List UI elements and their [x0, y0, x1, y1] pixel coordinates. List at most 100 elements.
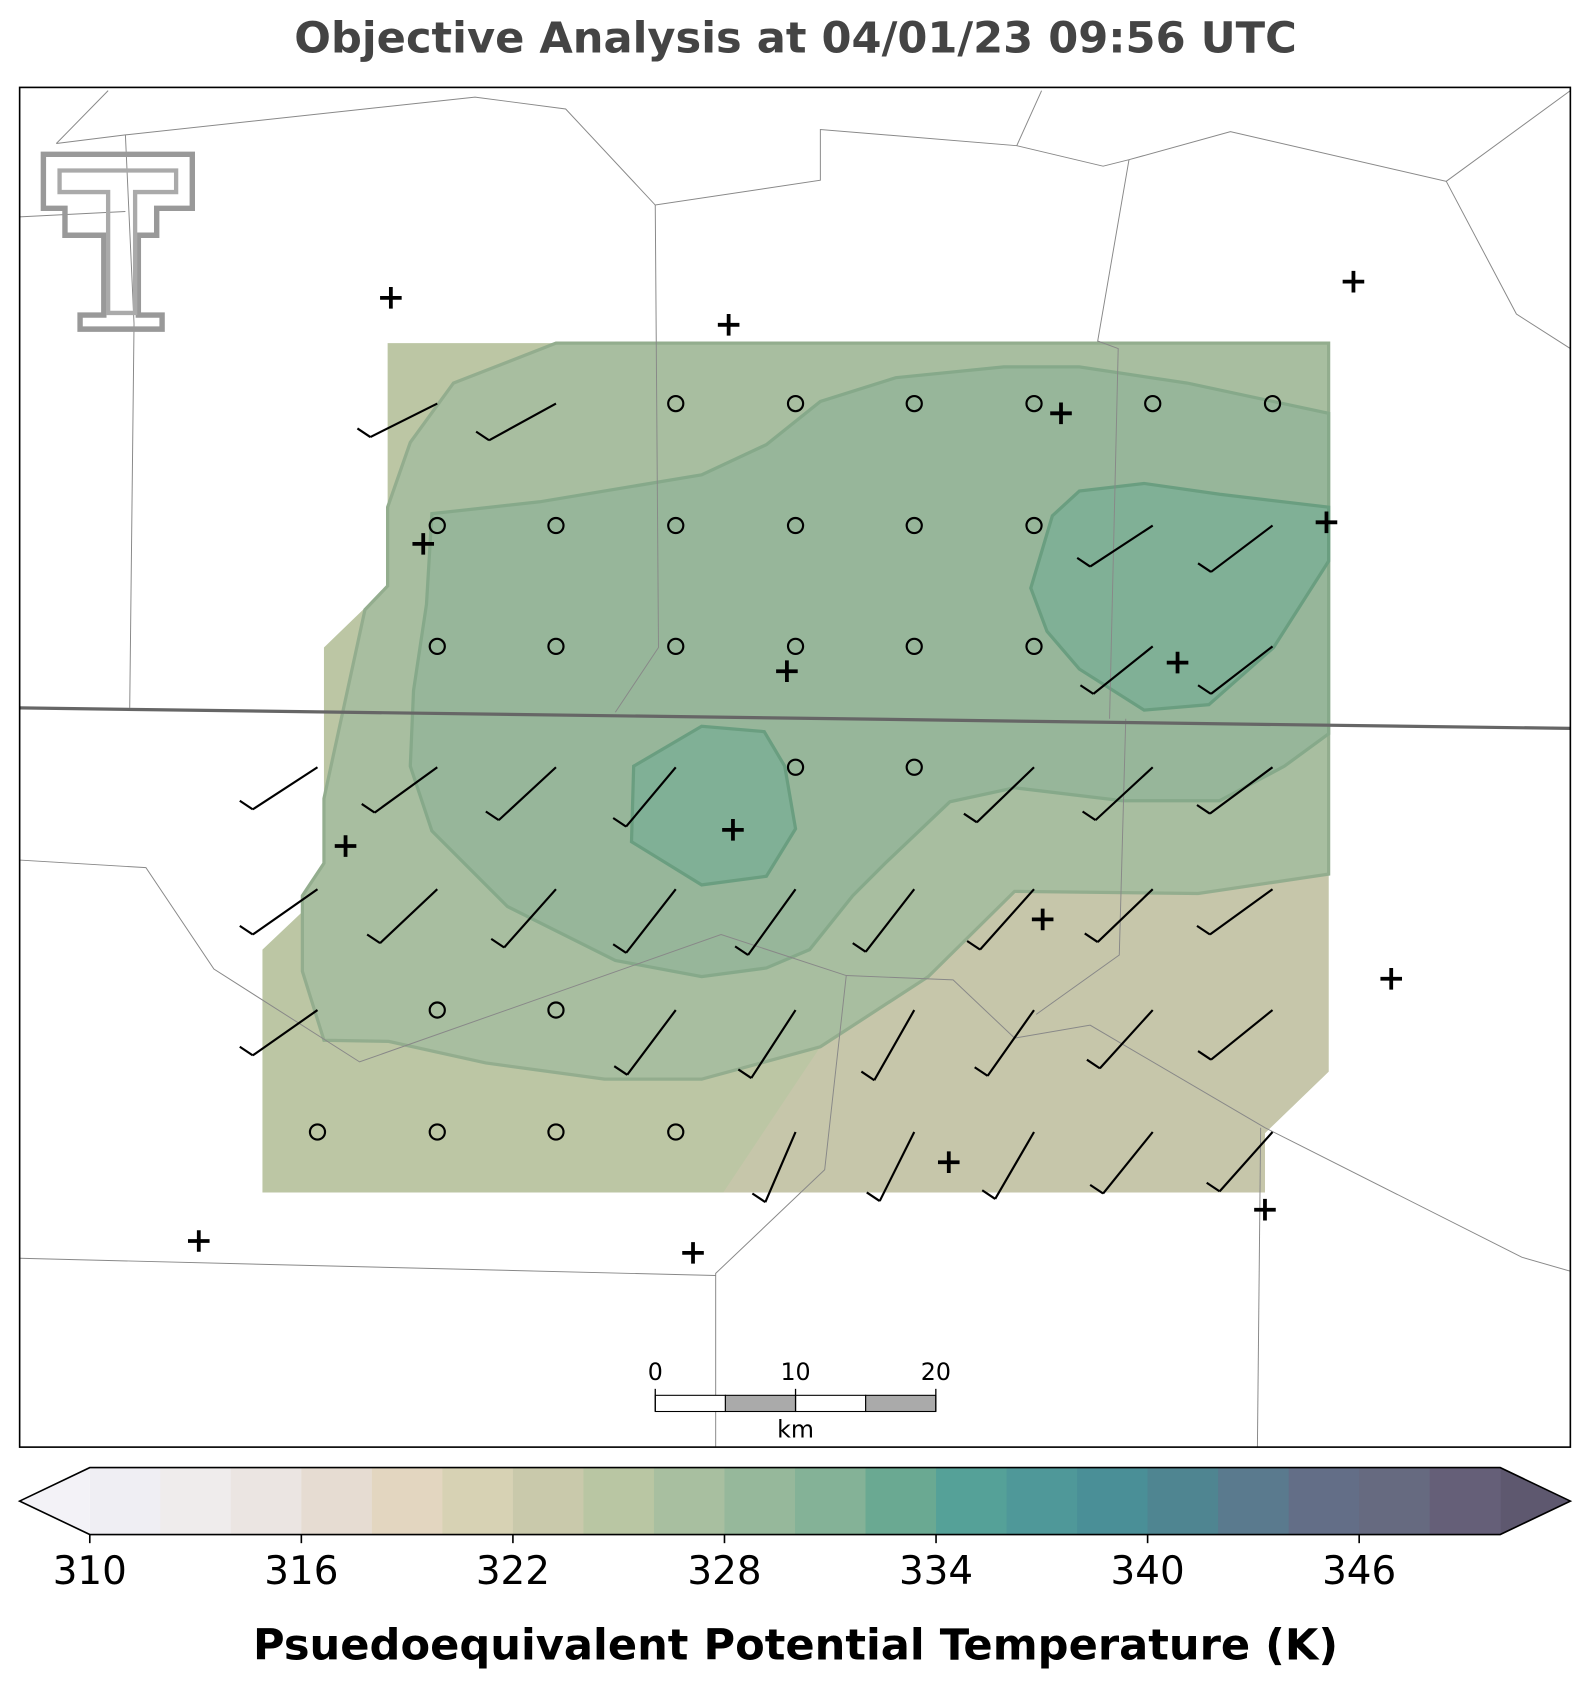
analysis-fill: [723, 874, 1329, 1193]
calm-wind: [428, 637, 446, 656]
scale-segment: [795, 1394, 867, 1413]
wind-barb: [1081, 766, 1154, 822]
calm-wind: [1025, 637, 1043, 656]
wind-barb: [734, 888, 797, 956]
logo: [40, 151, 196, 332]
scale-tick-label: 20: [921, 1358, 951, 1386]
map-area: km 0 10 20: [18, 86, 1572, 1448]
wind-barb: [485, 766, 557, 822]
station-marker: [1254, 1198, 1276, 1221]
station-marker: [1031, 908, 1054, 931]
wind-barb: [866, 1131, 916, 1202]
colorbar-box: [1006, 1467, 1078, 1535]
colorbar: Psuedoequivalent Potential Temperature (…: [17, 1466, 1573, 1670]
map-frame: [18, 86, 1572, 1448]
wind-barb: [852, 888, 916, 953]
county-line: [19, 859, 1571, 1272]
colorbar-box: [1218, 1467, 1290, 1535]
colorbar-box: [1288, 1467, 1360, 1535]
colorbar-box: [230, 1467, 302, 1535]
wind-barb: [737, 1009, 797, 1079]
colorbar-tick-label: 328: [687, 1549, 761, 1594]
wind-barb: [361, 766, 438, 814]
colorbar-box: [301, 1467, 373, 1535]
calm-wind: [1025, 394, 1043, 413]
wind-barb: [963, 766, 1035, 824]
observations: [187, 270, 1403, 1264]
scale-bar: km 0 10 20: [648, 1358, 951, 1443]
colorbar-box: [160, 1467, 232, 1535]
county-line: [55, 90, 109, 144]
station-marker: [1380, 967, 1403, 990]
calm-wind: [547, 1123, 565, 1141]
colorbar-tick-label: 346: [1322, 1549, 1396, 1594]
calm-wind: [1144, 394, 1162, 413]
colorbar-box: [583, 1467, 655, 1535]
colorbar-extend-under: [19, 1467, 90, 1535]
colorbar-tick-label: 334: [899, 1549, 973, 1594]
colorbar-box: [653, 1467, 726, 1535]
station-marker: [722, 819, 744, 841]
colorbar-box: [512, 1467, 584, 1535]
station-marker: [187, 1230, 210, 1252]
county-line: [19, 1257, 716, 1277]
wind-barb: [366, 888, 439, 945]
calm-wind: [1263, 394, 1282, 413]
colorbar-tick-label: 310: [53, 1549, 127, 1594]
calm-wind: [667, 394, 685, 413]
county-line: [1016, 90, 1043, 146]
wind-barb: [490, 888, 557, 949]
colorbar-box: [442, 1467, 514, 1535]
county-lines: [19, 90, 1571, 1448]
title: Objective Analysis at 04/01/23 09:56 UTC: [294, 14, 1296, 64]
colorbar-box: [1359, 1467, 1431, 1535]
colorbar-box: [89, 1467, 161, 1535]
scale-segment: [654, 1394, 726, 1413]
wind-barb: [1084, 888, 1154, 943]
station-marker: [717, 314, 740, 336]
county-line: [614, 205, 659, 713]
calm-wind: [1025, 516, 1043, 535]
colorbar-box: [371, 1467, 443, 1535]
scale-segment: [724, 1394, 797, 1413]
calm-wind: [667, 1123, 685, 1141]
wind-barb: [612, 888, 677, 954]
station-marker: [334, 835, 357, 857]
station-marker: [1166, 651, 1189, 674]
scale-tick-label: 10: [780, 1358, 810, 1386]
calm-wind: [667, 637, 685, 656]
colorbar-box: [724, 1467, 796, 1535]
colorbar-box: [1077, 1467, 1149, 1535]
colorbar-box: [1147, 1467, 1219, 1535]
calm-wind: [786, 637, 805, 656]
calm-wind: [428, 516, 446, 535]
calm-wind: [905, 637, 923, 656]
wind-barb: [1196, 888, 1274, 936]
wind-barb: [613, 1009, 677, 1076]
calm-wind: [428, 1123, 446, 1141]
station-marker: [776, 660, 798, 683]
wind-barb: [1089, 1131, 1154, 1195]
wind-barb: [1197, 524, 1274, 573]
wind-barb: [239, 1009, 319, 1057]
wind-barb: [612, 766, 677, 828]
wind-barb: [966, 888, 1035, 951]
wind-barb: [1206, 1131, 1274, 1193]
calm-wind: [547, 516, 565, 535]
calm-wind: [428, 1001, 446, 1019]
colorbar-outline: [17, 1466, 1573, 1536]
logo-inner: [57, 168, 179, 316]
calm-wind: [905, 394, 923, 413]
state-line: [19, 706, 1571, 731]
wind-barb: [1197, 1009, 1274, 1061]
calm-wind: [786, 516, 805, 535]
calm-wind: [786, 394, 805, 413]
colorbar-box: [1429, 1467, 1501, 1535]
station-marker: [1315, 511, 1338, 534]
scale-segment: [865, 1394, 937, 1413]
station-marker: [1342, 270, 1365, 293]
wind-barb: [974, 1009, 1035, 1077]
calm-wind: [547, 637, 565, 656]
